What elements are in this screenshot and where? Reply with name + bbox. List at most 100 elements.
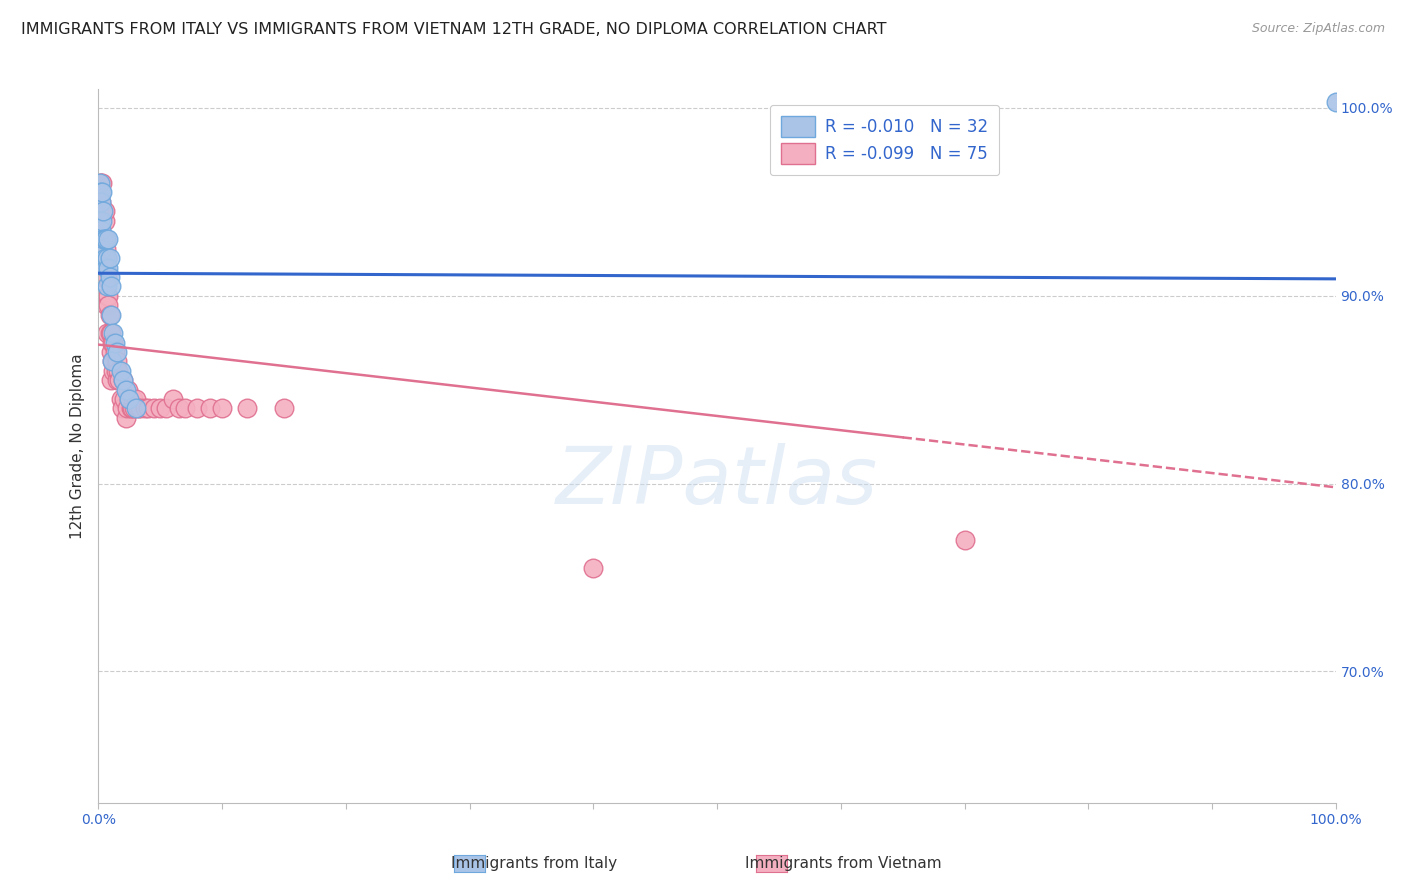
Point bbox=[108, 373, 131, 387]
Point bbox=[90, 194, 112, 209]
Point bbox=[90, 186, 112, 200]
Point bbox=[97, 289, 120, 303]
Point bbox=[90, 204, 112, 219]
Point bbox=[89, 176, 111, 190]
Point bbox=[96, 251, 118, 265]
Point bbox=[100, 373, 122, 387]
Point bbox=[91, 204, 114, 219]
Point bbox=[105, 345, 128, 359]
Point bbox=[110, 392, 132, 406]
Text: Source: ZipAtlas.com: Source: ZipAtlas.com bbox=[1251, 22, 1385, 36]
Point bbox=[127, 401, 149, 416]
Point bbox=[124, 392, 146, 406]
Point bbox=[93, 260, 115, 275]
Point bbox=[103, 335, 125, 350]
Point bbox=[91, 186, 114, 200]
Point bbox=[89, 251, 111, 265]
Point bbox=[118, 392, 141, 406]
Point bbox=[97, 298, 120, 312]
Point bbox=[155, 401, 177, 416]
Point bbox=[96, 279, 118, 293]
Point bbox=[89, 176, 111, 190]
Point bbox=[118, 392, 141, 406]
Point bbox=[582, 561, 605, 575]
Point bbox=[91, 232, 114, 246]
Point bbox=[94, 298, 117, 312]
Point bbox=[98, 251, 121, 265]
Point bbox=[93, 213, 115, 227]
Point bbox=[93, 204, 115, 219]
Point bbox=[167, 401, 190, 416]
Point bbox=[149, 401, 172, 416]
Point bbox=[100, 279, 122, 293]
Point bbox=[90, 176, 112, 190]
Point bbox=[103, 326, 125, 341]
Point bbox=[953, 533, 976, 547]
Point bbox=[100, 345, 122, 359]
Point bbox=[111, 401, 134, 416]
Point bbox=[98, 326, 121, 341]
Point bbox=[112, 392, 135, 406]
Point bbox=[110, 364, 132, 378]
Point bbox=[91, 242, 114, 256]
Point bbox=[112, 373, 135, 387]
Point bbox=[107, 364, 129, 378]
Point bbox=[117, 383, 139, 397]
Point bbox=[115, 401, 138, 416]
Point bbox=[93, 204, 115, 219]
Point bbox=[103, 345, 125, 359]
Point bbox=[273, 401, 295, 416]
Point bbox=[96, 326, 118, 341]
Point bbox=[96, 251, 118, 265]
Legend: R = -0.010   N = 32, R = -0.099   N = 75: R = -0.010 N = 32, R = -0.099 N = 75 bbox=[769, 104, 1000, 176]
Point bbox=[96, 289, 118, 303]
Point bbox=[98, 270, 121, 285]
Point bbox=[101, 335, 124, 350]
Text: ZIPatlas: ZIPatlas bbox=[555, 442, 879, 521]
Point bbox=[129, 401, 152, 416]
Point bbox=[98, 308, 121, 322]
Point bbox=[90, 232, 112, 246]
Point bbox=[124, 401, 146, 416]
Point bbox=[91, 213, 114, 227]
Point bbox=[93, 232, 115, 246]
Point bbox=[122, 392, 145, 406]
Point bbox=[94, 270, 117, 285]
Point bbox=[162, 392, 184, 406]
Point bbox=[91, 176, 114, 190]
Point bbox=[96, 270, 118, 285]
Point bbox=[93, 204, 115, 219]
Point bbox=[94, 232, 117, 246]
Point bbox=[104, 364, 127, 378]
Point bbox=[101, 354, 124, 368]
Point bbox=[89, 194, 111, 209]
Point bbox=[94, 260, 117, 275]
Point bbox=[91, 270, 114, 285]
Point bbox=[211, 401, 233, 416]
Point bbox=[143, 401, 166, 416]
Point bbox=[236, 401, 259, 416]
Point bbox=[101, 354, 124, 368]
Point bbox=[97, 232, 120, 246]
Point bbox=[93, 270, 115, 285]
Point bbox=[124, 401, 146, 416]
Point bbox=[91, 204, 114, 219]
Point bbox=[103, 335, 125, 350]
Point bbox=[186, 401, 208, 416]
Point bbox=[94, 242, 117, 256]
Point bbox=[134, 401, 156, 416]
Point bbox=[90, 194, 112, 209]
Point bbox=[105, 373, 128, 387]
Point bbox=[90, 223, 112, 237]
Point bbox=[112, 373, 135, 387]
Text: Immigrants from Vietnam: Immigrants from Vietnam bbox=[745, 856, 942, 871]
Point bbox=[94, 232, 117, 246]
Point bbox=[105, 354, 128, 368]
Point bbox=[121, 401, 143, 416]
Point bbox=[100, 326, 122, 341]
Point bbox=[93, 251, 115, 265]
Point bbox=[114, 410, 136, 425]
Point bbox=[136, 401, 159, 416]
Point bbox=[93, 232, 115, 246]
Point bbox=[89, 213, 111, 227]
